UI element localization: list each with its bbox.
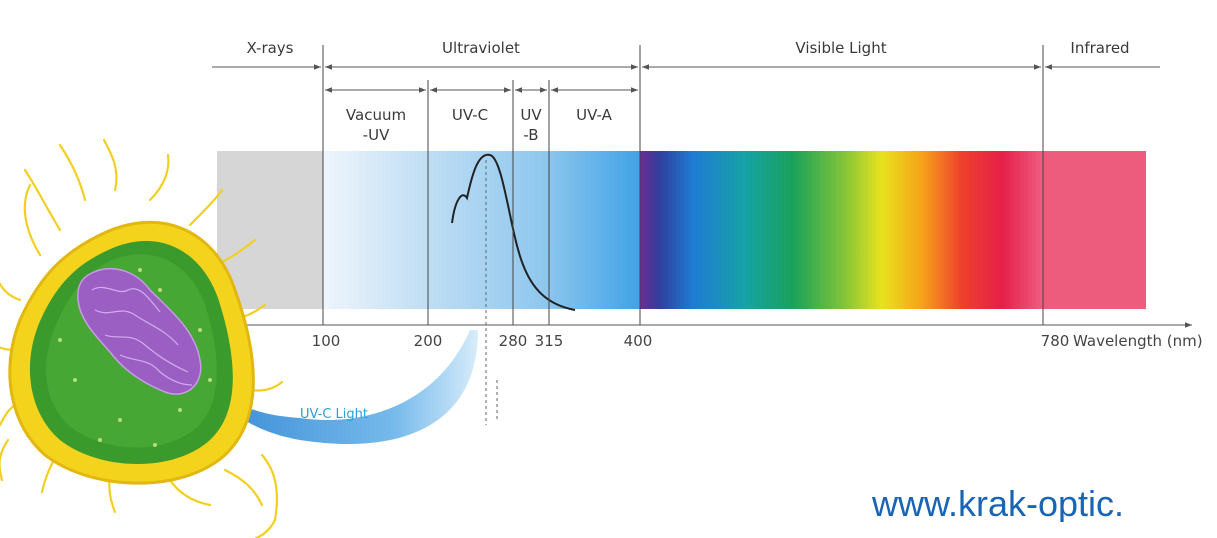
- subband-label-uv-b-2: -B: [523, 126, 538, 144]
- tick-label-100: 100: [312, 332, 341, 350]
- infrared-band: [1043, 151, 1146, 309]
- subband-label-vacuum-uv-2: -UV: [363, 126, 390, 144]
- subband-label-vacuum-uv-1: Vacuum: [346, 106, 406, 124]
- region-labels: X-rays Ultraviolet Visible Light Infrare…: [247, 39, 1130, 57]
- subband-label-uv-c: UV-C: [452, 106, 488, 124]
- region-label-ultraviolet: Ultraviolet: [442, 39, 520, 57]
- range-arrows: [212, 64, 1160, 93]
- axis-label: Wavelength (nm): [1073, 332, 1203, 350]
- website-url: www.krak-optic.: [872, 486, 1125, 522]
- tick-label-400: 400: [624, 332, 653, 350]
- region-label-xrays: X-rays: [247, 39, 294, 57]
- tick-label-200: 200: [414, 332, 443, 350]
- subband-labels: Vacuum -UV UV-C UV -B UV-A: [346, 106, 613, 144]
- tick-label-780: 780: [1041, 332, 1070, 350]
- xray-band: [217, 151, 323, 309]
- subband-label-uv-a: UV-A: [576, 106, 612, 124]
- uv-c-light-label: UV-C Light: [300, 407, 368, 422]
- region-label-visible: Visible Light: [795, 39, 886, 57]
- germicidal-curve: [451, 153, 576, 311]
- tick-labels: 100 200 280 315 400 780 Wavelength (nm): [312, 332, 1203, 350]
- bacterium-illustration: [0, 138, 284, 538]
- dashed-marker: [485, 160, 498, 425]
- region-label-infrared: Infrared: [1070, 39, 1129, 57]
- spectrum-band: [217, 151, 1146, 309]
- uv-band: [323, 151, 640, 309]
- subband-label-uv-b-1: UV: [520, 106, 542, 124]
- divider-lines: [322, 45, 1044, 325]
- visible-band: [640, 151, 1043, 309]
- uv-c-curved-arrow: [198, 330, 478, 445]
- tick-label-315: 315: [535, 332, 564, 350]
- tick-label-280: 280: [499, 332, 528, 350]
